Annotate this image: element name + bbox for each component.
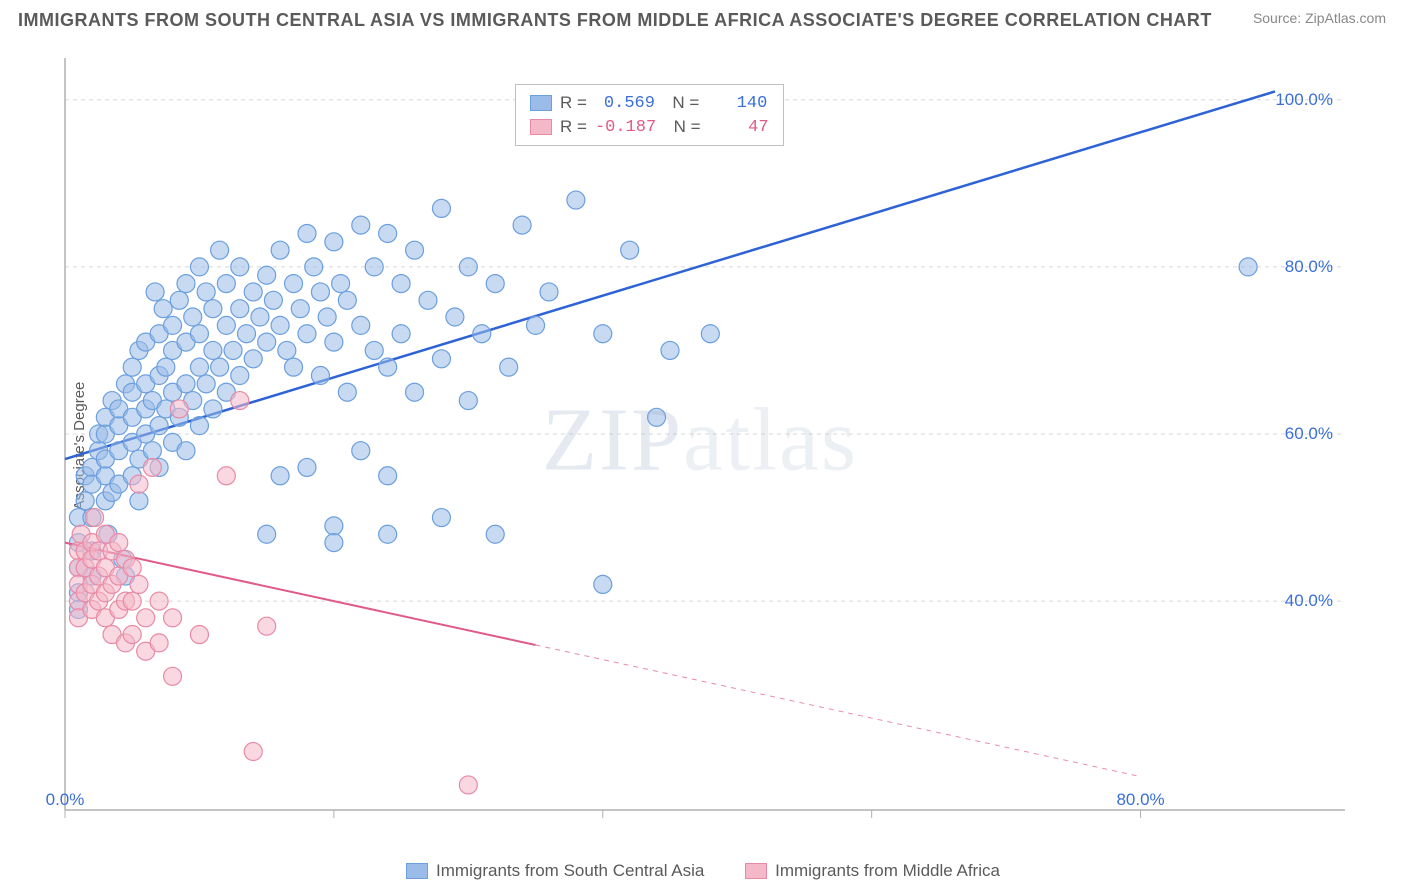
legend-row-sca: R = 0.569 N = 140 [530,91,769,115]
r-value-maf: -0.187 [595,118,656,137]
r-label: R = [560,93,587,113]
legend-label-sca: Immigrants from South Central Asia [436,861,704,881]
scatter-chart-svg [55,40,1345,840]
r-value-sca: 0.569 [595,94,655,113]
swatch-maf [530,119,552,135]
x-tick-label: 0.0% [46,790,85,810]
legend-item-maf: Immigrants from Middle Africa [745,861,1000,881]
n-value-sca: 140 [707,94,767,113]
series-legend: Immigrants from South Central Asia Immig… [0,861,1406,884]
y-tick-label: 100.0% [1275,90,1333,110]
source-attribution: Source: ZipAtlas.com [1253,10,1386,26]
chart-area: ZIPatlas R = 0.569 N = 140 R = -0.187 N … [55,40,1345,840]
legend-row-maf: R = -0.187 N = 47 [530,115,769,139]
swatch-maf-icon [745,863,767,879]
legend-label-maf: Immigrants from Middle Africa [775,861,1000,881]
n-value-maf: 47 [709,118,769,137]
swatch-sca [530,95,552,111]
y-tick-label: 40.0% [1285,591,1333,611]
y-tick-label: 60.0% [1285,424,1333,444]
correlation-legend: R = 0.569 N = 140 R = -0.187 N = 47 [515,84,784,146]
legend-item-sca: Immigrants from South Central Asia [406,861,704,881]
chart-title: IMMIGRANTS FROM SOUTH CENTRAL ASIA VS IM… [18,10,1212,31]
y-tick-label: 80.0% [1285,257,1333,277]
swatch-sca-icon [406,863,428,879]
x-tick-label: 80.0% [1116,790,1164,810]
n-label: N = [664,117,700,137]
r-label: R = [560,117,587,137]
n-label: N = [663,93,699,113]
